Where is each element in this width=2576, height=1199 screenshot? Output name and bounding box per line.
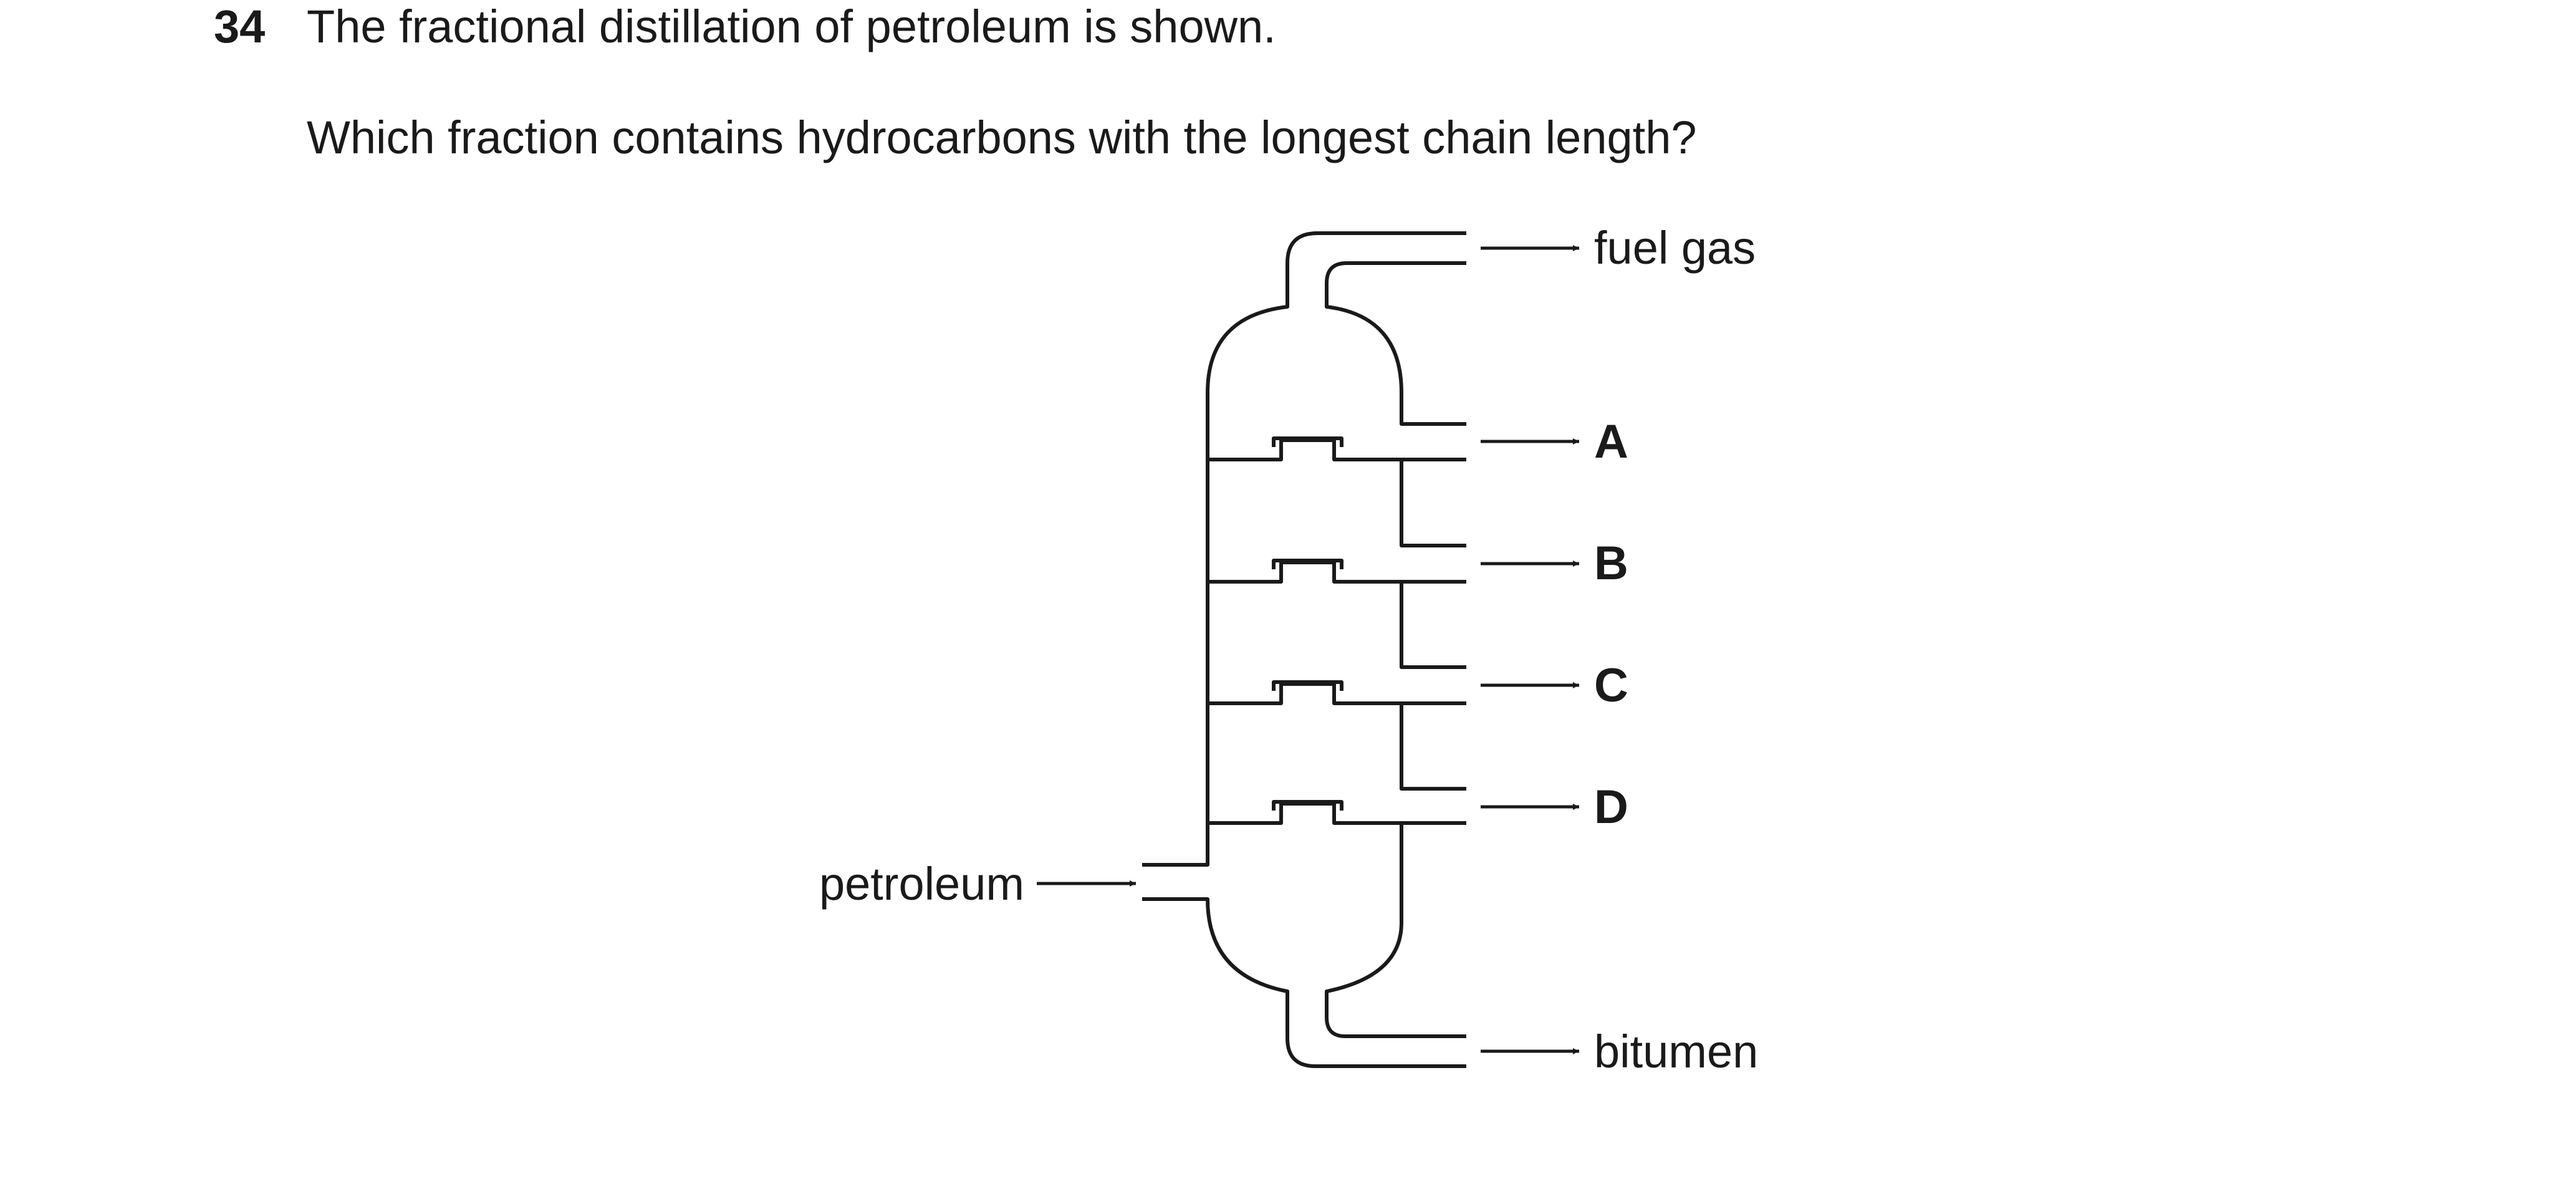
side-outlet-d <box>1400 703 1466 791</box>
label-d: D <box>1594 781 1628 834</box>
bubble-cap-3 <box>1272 680 1343 691</box>
column-outer-top <box>1142 231 1466 867</box>
question-intro: The fractional distillation of petroleum… <box>307 1 1276 52</box>
label-c: C <box>1594 659 1628 712</box>
bubble-cap-2 <box>1272 559 1343 569</box>
tray-2 <box>1208 561 1466 584</box>
label-fuel-gas: fuel gas <box>1594 222 1756 274</box>
label-a: A <box>1594 415 1628 468</box>
column-bowl-right <box>1325 823 1466 1038</box>
question-prompt: Which fraction contains hydrocarbons wit… <box>307 112 1697 163</box>
label-bitumen: bitumen <box>1594 1026 1758 1077</box>
tray-4 <box>1208 802 1466 825</box>
column-dome-right <box>1325 261 1466 426</box>
bubble-cap-1 <box>1272 436 1343 447</box>
tray-1 <box>1208 438 1466 461</box>
side-outlet-c <box>1400 582 1466 669</box>
bubble-cap-4 <box>1272 800 1343 811</box>
label-b: B <box>1594 537 1628 590</box>
column-outer-bottom <box>1142 897 1466 1068</box>
tray-3 <box>1208 682 1466 705</box>
label-petroleum: petroleum <box>819 858 1024 910</box>
side-outlet-b <box>1400 460 1466 547</box>
question-number: 34 <box>214 1 266 52</box>
